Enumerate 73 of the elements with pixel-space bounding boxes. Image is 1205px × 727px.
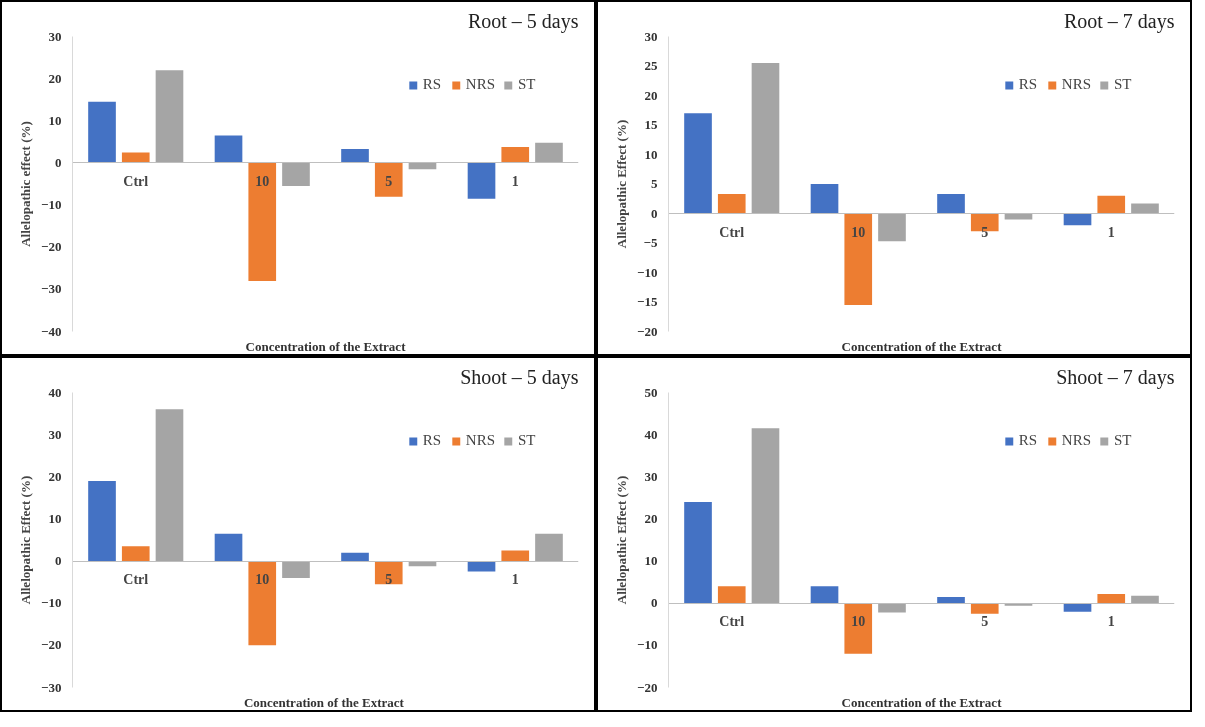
- x-axis-title: Concentration of the Extract: [841, 694, 1003, 710]
- y-tick-label: −30: [41, 679, 62, 695]
- legend-label: NRS: [1061, 76, 1091, 93]
- legend-label: NRS: [465, 76, 495, 93]
- x-axis-title: Concentration of the Extract: [841, 338, 1003, 354]
- x-tick-label: Ctrl: [123, 173, 149, 189]
- y-tick-label: −5: [643, 235, 658, 250]
- y-tick-label: 30: [644, 28, 658, 44]
- y-tick-label: 30: [48, 28, 62, 44]
- y-tick-label: −10: [637, 264, 658, 280]
- y-tick-label: −10: [637, 637, 658, 653]
- y-tick-label: −30: [41, 281, 62, 297]
- x-tick-label: 1: [511, 173, 519, 189]
- x-tick-label: 1: [511, 572, 519, 588]
- y-tick-label: 10: [48, 112, 62, 128]
- y-tick-label: 0: [651, 205, 658, 221]
- y-tick-label: 0: [55, 553, 62, 569]
- x-tick-label: 10: [255, 173, 270, 189]
- legend-label: NRS: [465, 432, 495, 449]
- y-tick-label: 20: [48, 468, 62, 484]
- y-axis-title: Allelopathic effect (%): [18, 121, 34, 247]
- x-axis-title: Concentration of the Extract: [245, 338, 407, 354]
- x-axis-title: Concentration of the Extract: [243, 694, 405, 710]
- x-tick-label: 10: [851, 224, 866, 240]
- y-tick-label: 20: [644, 87, 658, 103]
- y-tick-label: 10: [48, 510, 62, 526]
- y-tick-label: 20: [644, 510, 658, 526]
- y-axis-title: Allelopathic Effect (%): [614, 475, 630, 605]
- x-tick-label: 5: [385, 173, 393, 189]
- x-tick-label: Ctrl: [719, 224, 745, 240]
- x-tick-label: Ctrl: [719, 614, 745, 630]
- x-tick-label: 10: [851, 614, 866, 630]
- y-tick-label: 30: [48, 426, 62, 442]
- legend-label: RS: [1018, 76, 1039, 93]
- legend-label: ST: [1114, 76, 1133, 93]
- y-tick-label: 15: [644, 117, 658, 132]
- legend-label: ST: [518, 76, 537, 93]
- y-tick-label: 10: [644, 146, 658, 162]
- chart-title: Shoot – 7 days: [1056, 365, 1175, 389]
- y-tick-label: −40: [41, 323, 62, 339]
- chart-title: Root – 7 days: [1063, 9, 1175, 33]
- legend-label: RS: [422, 76, 443, 93]
- y-tick-label: −10: [41, 197, 62, 213]
- y-tick-label: −20: [41, 637, 62, 653]
- y-axis-title: Allelopathic Effect (%): [18, 475, 34, 605]
- y-tick-label: 0: [55, 154, 62, 170]
- legend-label: RS: [422, 432, 443, 449]
- y-tick-label: 30: [644, 468, 658, 484]
- chart-title: Shoot – 5 days: [460, 365, 579, 389]
- chart-title: Root – 5 days: [467, 9, 579, 33]
- legend-label: NRS: [1061, 432, 1091, 449]
- x-tick-label: 1: [1107, 614, 1115, 630]
- y-tick-label: 40: [644, 426, 658, 442]
- y-tick-label: −20: [637, 679, 658, 695]
- y-tick-label: 0: [651, 595, 658, 611]
- y-tick-label: −20: [637, 323, 658, 339]
- y-tick-label: −15: [637, 294, 658, 309]
- y-tick-label: 40: [48, 384, 62, 400]
- x-tick-label: 1: [1107, 224, 1115, 240]
- y-tick-label: 25: [644, 58, 658, 73]
- x-tick-label: 5: [385, 572, 393, 588]
- y-tick-label: 10: [644, 553, 658, 569]
- y-tick-label: −10: [41, 595, 62, 611]
- y-tick-label: 50: [644, 384, 658, 400]
- x-tick-label: 5: [981, 614, 989, 630]
- x-tick-label: 10: [255, 572, 270, 588]
- legend-label: RS: [1018, 432, 1039, 449]
- x-tick-label: Ctrl: [123, 572, 149, 588]
- y-tick-label: 20: [48, 70, 62, 86]
- legend-label: ST: [518, 432, 537, 449]
- y-tick-label: −20: [41, 239, 62, 255]
- legend-label: ST: [1114, 432, 1133, 449]
- y-axis-title: Allelopathic Effect (%): [614, 119, 630, 249]
